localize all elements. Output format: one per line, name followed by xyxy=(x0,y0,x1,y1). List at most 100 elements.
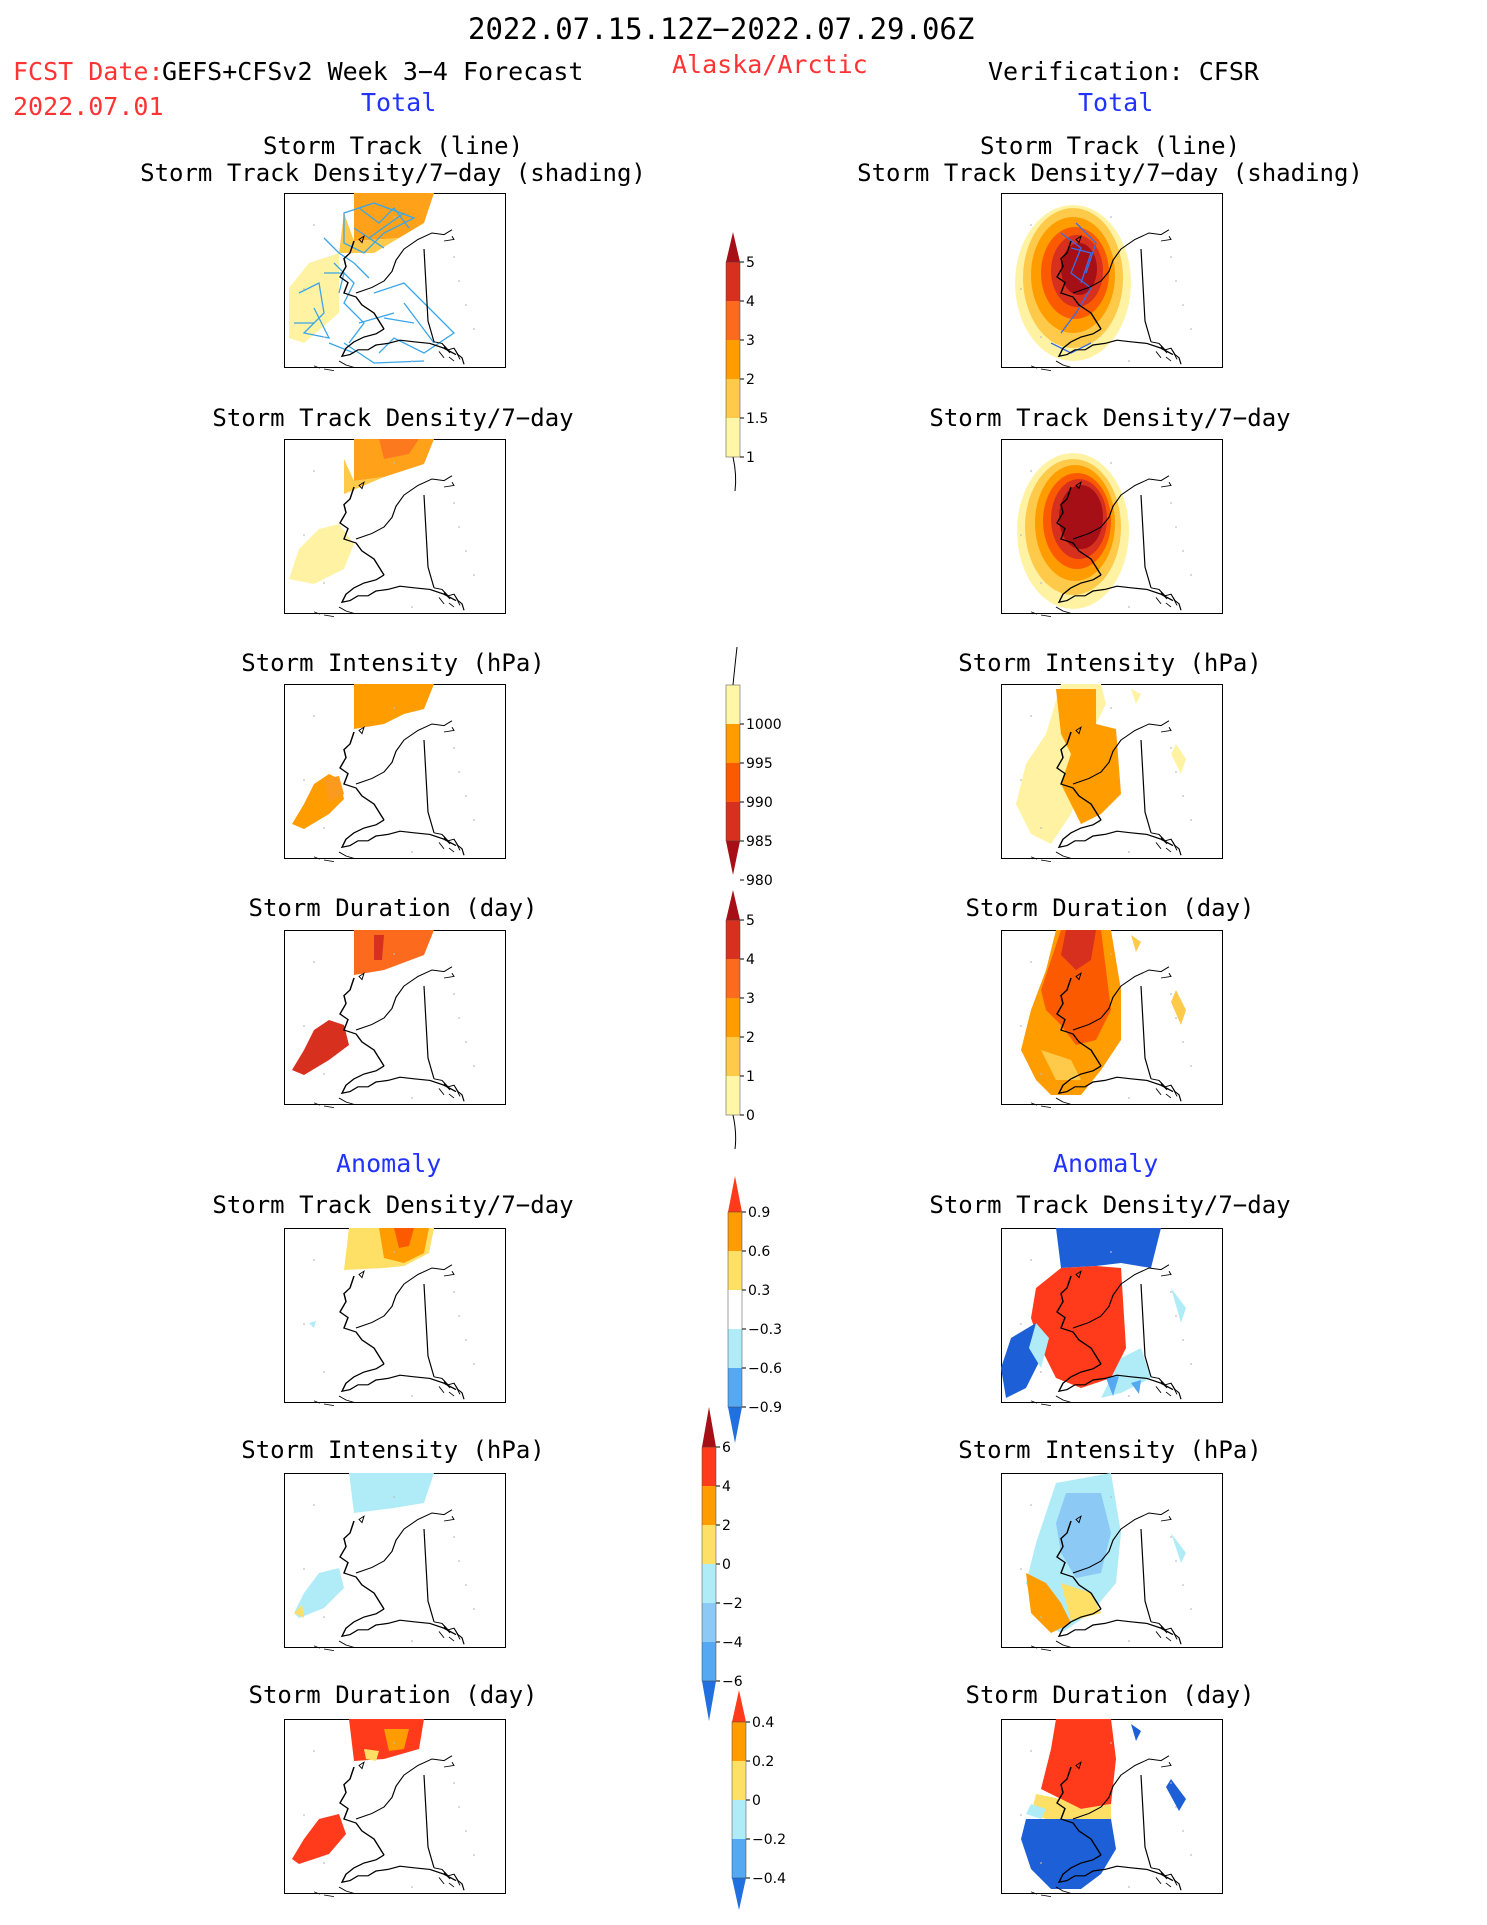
colorbar-tick-label: 2 xyxy=(746,372,755,388)
right-anomaly-heading: Anomaly xyxy=(1053,1149,1159,1178)
right-map-density xyxy=(1001,439,1223,618)
colorbar-segment xyxy=(726,379,740,418)
colorbar-tick-label: 980 xyxy=(746,873,773,889)
colorbar-segment xyxy=(728,1368,742,1407)
colorbar-segment xyxy=(728,1251,742,1290)
colorbar-extend-line xyxy=(732,456,737,492)
colorbar-tick-label: 2 xyxy=(722,1518,731,1534)
colorbar-frame xyxy=(727,1211,743,1408)
colorbar-segment xyxy=(726,1037,740,1076)
right-map-duration-anomaly xyxy=(1001,1719,1223,1898)
colorbar-cap-bottom xyxy=(702,1681,716,1721)
colorbar-tick-label: 5 xyxy=(746,255,755,271)
colorbar-tick-label: 6 xyxy=(722,1440,731,1456)
colorbar-tick-label: −0.4 xyxy=(752,1871,786,1887)
colorbar-segment xyxy=(728,1212,742,1251)
left-map-duration xyxy=(284,930,506,1109)
fcst-date-label: FCST Date: xyxy=(13,57,164,86)
colorbar-tick-label: 0.3 xyxy=(748,1283,770,1299)
colorbar-segment xyxy=(702,1603,716,1642)
left-map-intensity-anomaly xyxy=(284,1473,506,1652)
left-map-storm-track xyxy=(284,193,506,372)
region-label: Alaska/Arctic xyxy=(672,50,868,79)
colorbar-segment xyxy=(726,998,740,1037)
right-panel-4-title: Storm Duration (day) xyxy=(965,894,1255,922)
right-panel-3-title: Storm Intensity (hPa) xyxy=(958,649,1262,677)
colorbar-frame xyxy=(725,684,741,842)
colorbar-tick-label: −0.6 xyxy=(748,1361,782,1377)
right-map-density-anomaly xyxy=(1001,1228,1223,1407)
colorbar-segment xyxy=(702,1486,716,1525)
colorbar-segment xyxy=(726,262,740,301)
colorbar-frame xyxy=(725,261,741,458)
colorbar-tick-label: 1 xyxy=(746,1069,755,1085)
colorbar-frame xyxy=(731,1721,747,1879)
colorbar-segment xyxy=(726,340,740,379)
colorbar-cap-bottom xyxy=(732,1878,746,1910)
colorbar-segment xyxy=(726,685,740,724)
colorbar-extend-line xyxy=(732,1114,737,1150)
colorbar-density-total: 5 4 3 2 1.5 1 xyxy=(725,232,768,492)
left-panel-5-title: Storm Track Density/7−day xyxy=(212,1191,574,1219)
colorbar-segment xyxy=(732,1800,746,1839)
colorbar-segment xyxy=(732,1839,746,1878)
right-panel-1-title-line2: Storm Track Density/7−day (shading) xyxy=(857,159,1363,187)
colorbar-tick-label: −0.2 xyxy=(752,1832,786,1848)
colorbar-segment xyxy=(732,1722,746,1761)
colorbar-tick-label: 1 xyxy=(746,450,755,466)
colorbar-tick-label: −6 xyxy=(722,1674,743,1690)
colorbar-cap-top xyxy=(732,1690,746,1722)
colorbar-tick-label: 1000 xyxy=(746,717,782,733)
colorbar-segment xyxy=(728,1290,742,1329)
colorbar-tick-label: 0 xyxy=(752,1793,761,1809)
colorbar-intensity-total: 1000 995 990 985 980 xyxy=(725,646,782,889)
colorbar-tick-label: −2 xyxy=(722,1596,743,1612)
right-map-intensity xyxy=(1001,684,1223,863)
colorbar-frame xyxy=(701,1446,717,1682)
left-total-heading: Total xyxy=(361,88,437,117)
colorbar-segment xyxy=(726,418,740,457)
colorbar-segment xyxy=(726,802,740,841)
left-panel-1-title-line2: Storm Track Density/7−day (shading) xyxy=(140,159,646,187)
colorbar-density-anomaly: 0.9 0.6 0.3 −0.3 −0.6 −0.9 xyxy=(727,1176,782,1443)
colorbar-segment xyxy=(702,1447,716,1486)
colorbar-tick-label: 1.5 xyxy=(746,411,768,427)
colorbar-cap-bottom xyxy=(726,841,740,875)
colorbar-tick-label: 0.6 xyxy=(748,1244,770,1260)
colorbar-tick-label: −0.9 xyxy=(748,1400,782,1416)
left-map-intensity xyxy=(284,684,506,863)
right-panel-5-title: Storm Track Density/7−day xyxy=(929,1191,1291,1219)
colorbar-cap-bottom xyxy=(728,1407,742,1443)
left-map-density-anomaly xyxy=(284,1228,506,1407)
right-total-heading: Total xyxy=(1078,88,1154,117)
colorbar-tick-label: 3 xyxy=(746,991,755,1007)
right-panel-1-title: Storm Track (line) Storm Track Density/7… xyxy=(850,133,1370,187)
colorbar-tick-label: 0.9 xyxy=(748,1205,770,1221)
colorbar-segment xyxy=(726,724,740,763)
colorbar-frame xyxy=(725,919,741,1116)
colorbar-cap-top xyxy=(726,232,740,262)
right-map-duration xyxy=(1001,930,1223,1109)
period-title: 2022.07.15.12Z−2022.07.29.06Z xyxy=(468,12,975,46)
colorbar-tick-label: 0.4 xyxy=(752,1715,774,1731)
left-panel-7-title: Storm Duration (day) xyxy=(248,1681,538,1709)
colorbar-segment xyxy=(726,959,740,998)
colorbar-tick-label: 4 xyxy=(746,294,755,310)
colorbar-tick-label: 0 xyxy=(746,1108,755,1124)
right-map-storm-track xyxy=(1001,193,1223,372)
colorbar-segment xyxy=(702,1642,716,1681)
colorbar-tick-label: 0.2 xyxy=(752,1754,774,1770)
colorbar-segment xyxy=(702,1564,716,1603)
colorbar-tick-label: −0.3 xyxy=(748,1322,782,1338)
colorbar-tick-label: 4 xyxy=(746,952,755,968)
colorbar-tick-label: −4 xyxy=(722,1635,743,1651)
colorbar-tick-label: 990 xyxy=(746,795,773,811)
colorbar-tick-label: 4 xyxy=(722,1479,731,1495)
colorbar-segment xyxy=(732,1761,746,1800)
colorbar-cap-top xyxy=(702,1407,716,1447)
colorbar-tick-label: 0 xyxy=(722,1557,731,1573)
colorbar-tick-label: 985 xyxy=(746,834,773,850)
colorbar-segment xyxy=(728,1329,742,1368)
fcst-date-value: 2022.07.01 xyxy=(13,92,164,121)
left-anomaly-heading: Anomaly xyxy=(336,1149,442,1178)
